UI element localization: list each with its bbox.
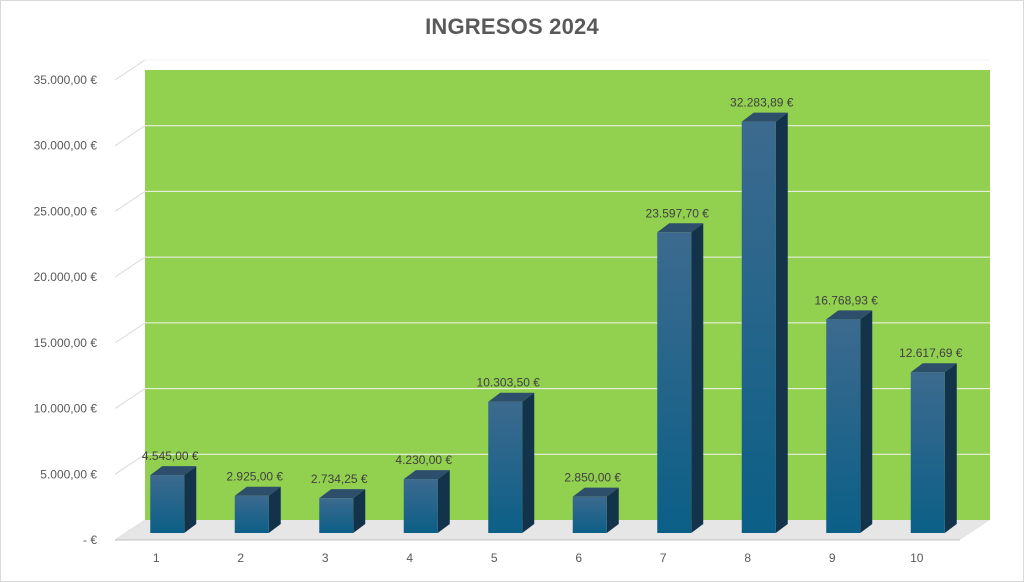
data-label: 32.283,89 € [730, 96, 794, 110]
data-label: 2.925,00 € [226, 470, 283, 484]
bar-1 [150, 466, 197, 533]
x-tick-label: 2 [237, 551, 244, 565]
data-label: 23.597,70 € [646, 206, 710, 220]
bar-side [522, 392, 535, 533]
x-tick-label: 6 [575, 551, 582, 565]
side-gridline [114, 322, 146, 344]
bar-5 [488, 392, 535, 533]
bar-9 [826, 310, 873, 533]
bar-8 [741, 112, 788, 534]
bar-side [775, 112, 788, 534]
bar-10 [910, 363, 957, 533]
bar-front [741, 121, 776, 534]
bar-top [572, 487, 619, 497]
side-gridline [114, 453, 146, 475]
x-tick-label: 7 [660, 551, 667, 565]
side-gridline [114, 191, 146, 212]
bar-front [403, 479, 438, 533]
bar-top [150, 466, 197, 476]
chart-title: INGRESOS 2024 [425, 14, 599, 39]
bar-7 [657, 223, 704, 533]
y-tick-label: 35.000,00 € [34, 73, 98, 87]
data-label: 4.545,00 € [142, 449, 199, 463]
bar-top [403, 470, 450, 480]
data-label: 10.303,50 € [477, 376, 541, 390]
bar-top [826, 310, 873, 320]
bar-side [268, 486, 281, 533]
y-tick-label: 30.000,00 € [34, 139, 98, 153]
bar-2 [234, 486, 281, 533]
gridlines [114, 59, 990, 541]
bar-top [741, 112, 788, 122]
side-gridline [114, 59, 146, 81]
y-tick-label: 5.000,00 € [40, 467, 97, 481]
bar-side [860, 310, 873, 533]
bar-top [657, 223, 704, 233]
x-axis: 1 2 3 4 5 6 7 8 9 10 [153, 551, 924, 565]
side-gridline [114, 256, 146, 278]
y-tick-label: 10.000,00 € [34, 402, 98, 416]
bar-front [319, 498, 354, 533]
x-tick-label: 10 [910, 551, 924, 565]
bars [150, 112, 957, 534]
bar-front [234, 495, 269, 533]
data-label: 16.768,93 € [815, 293, 879, 307]
bar-side [606, 487, 619, 533]
x-tick-label: 3 [322, 551, 329, 565]
y-tick-label: - € [83, 533, 97, 547]
y-tick-label: 20.000,00 € [34, 270, 98, 284]
bar-4 [403, 470, 450, 533]
bar-side [437, 470, 450, 533]
bar-top [910, 363, 957, 373]
data-label: 4.230,00 € [395, 453, 452, 467]
bar-front [657, 232, 692, 533]
bar-top [234, 486, 281, 496]
data-label: 2.850,00 € [564, 471, 621, 485]
bar-3 [319, 489, 366, 533]
side-gridline [114, 125, 146, 147]
x-tick-label: 8 [744, 551, 751, 565]
x-tick-label: 5 [491, 551, 498, 565]
bar-front [826, 319, 861, 533]
bar-front [150, 475, 185, 533]
bar-side [944, 363, 957, 533]
bar-top [488, 392, 535, 402]
x-tick-label: 1 [153, 551, 160, 565]
y-tick-label: 25.000,00 € [34, 204, 98, 218]
x-tick-label: 4 [406, 551, 413, 565]
bar-6 [572, 487, 619, 533]
bar-front [488, 401, 523, 533]
bar-side [184, 466, 197, 533]
x-tick-label: 9 [829, 551, 836, 565]
bar-side [353, 489, 366, 533]
y-axis: - € 5.000,00 € 10.000,00 € 15.000,00 € 20.00… [34, 73, 98, 547]
bar-top [319, 489, 366, 499]
data-labels: 4.545,00 € 2.925,00 € 2.734,25 € 4.230,00 €… [142, 96, 963, 487]
bar-front [910, 372, 945, 533]
side-gridline [114, 388, 146, 409]
data-label: 2.734,25 € [311, 472, 368, 486]
data-label: 12.617,69 € [899, 346, 963, 360]
y-tick-label: 15.000,00 € [34, 336, 98, 350]
bar-side [691, 223, 704, 533]
bar-front [572, 496, 607, 533]
